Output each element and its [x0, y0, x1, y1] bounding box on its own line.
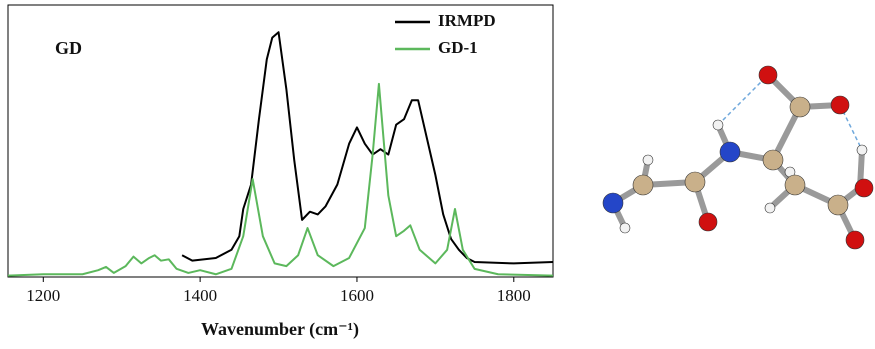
- annotation: GD: [55, 38, 82, 58]
- legend-label: IRMPD: [438, 11, 496, 30]
- series-line: [8, 84, 553, 276]
- molecule: [603, 66, 873, 249]
- legend-label: GD-1: [438, 38, 478, 57]
- x-tick-label: 1600: [340, 286, 374, 305]
- figure: GD Wavenumber (cm⁻¹): [0, 0, 875, 349]
- x-tick-label: 1200: [26, 286, 60, 305]
- x-axis-label: Wavenumber (cm⁻¹): [201, 319, 359, 340]
- x-tick-label: 1400: [183, 286, 217, 305]
- series-line: [182, 32, 553, 263]
- x-tick-label: 1800: [497, 286, 531, 305]
